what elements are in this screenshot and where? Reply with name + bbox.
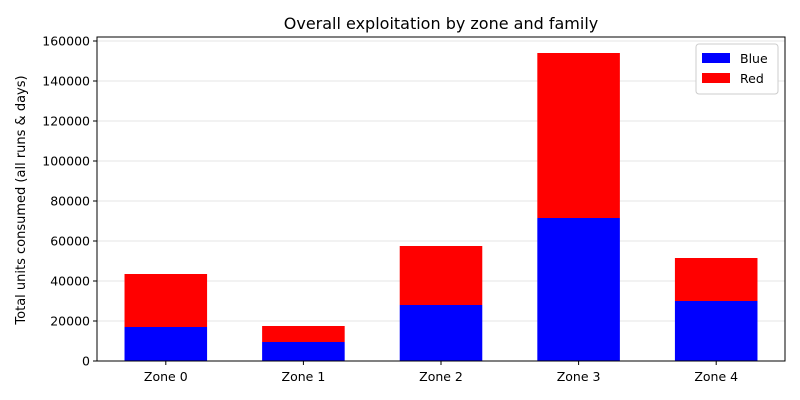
x-tick-label: Zone 4 (694, 369, 738, 384)
y-tick-label: 140000 (42, 74, 90, 89)
bar-red-zone-3 (537, 53, 620, 218)
x-tick-label: Zone 3 (557, 369, 601, 384)
bar-blue-zone-2 (399, 305, 483, 361)
chart-title: Overall exploitation by zone and family (284, 14, 598, 33)
grid-lines (97, 40, 785, 362)
axes: 0 20000 40000 60000 80000 100000 120000 140000 1… (42, 34, 786, 384)
x-tick-label: Zone 0 (144, 369, 188, 384)
legend-label-red: Red (740, 71, 764, 86)
bar-blue-zone-1 (262, 342, 345, 361)
legend-swatch-red (702, 73, 730, 83)
y-tick-label: 100000 (42, 154, 90, 169)
legend-label-blue: Blue (740, 51, 768, 66)
y-tick-label: 80000 (50, 194, 90, 209)
y-tick-label: 60000 (50, 234, 90, 249)
y-tick-label: 120000 (42, 114, 90, 129)
y-tick-label: 40000 (50, 274, 90, 289)
y-tick-label: 20000 (50, 314, 90, 329)
bar-blue-zone-3 (537, 218, 620, 361)
plot-frame (96, 36, 786, 362)
bar-red-zone-0 (124, 274, 208, 327)
legend: Blue Red (695, 43, 779, 95)
bar-red-zone-1 (262, 326, 345, 342)
y-tick-label: 160000 (42, 34, 90, 49)
bar-red-zone-4 (674, 258, 758, 301)
bar-blue-zone-0 (124, 327, 208, 361)
bars (124, 53, 758, 361)
legend-swatch-blue (702, 53, 730, 63)
x-tick-label: Zone 1 (282, 369, 326, 384)
bar-red-zone-2 (399, 246, 483, 305)
bar-blue-zone-4 (674, 301, 758, 361)
x-tick-label: Zone 2 (419, 369, 463, 384)
y-axis-label: Total units consumed (all runs & days) (14, 75, 29, 325)
y-tick-label: 0 (82, 354, 90, 369)
